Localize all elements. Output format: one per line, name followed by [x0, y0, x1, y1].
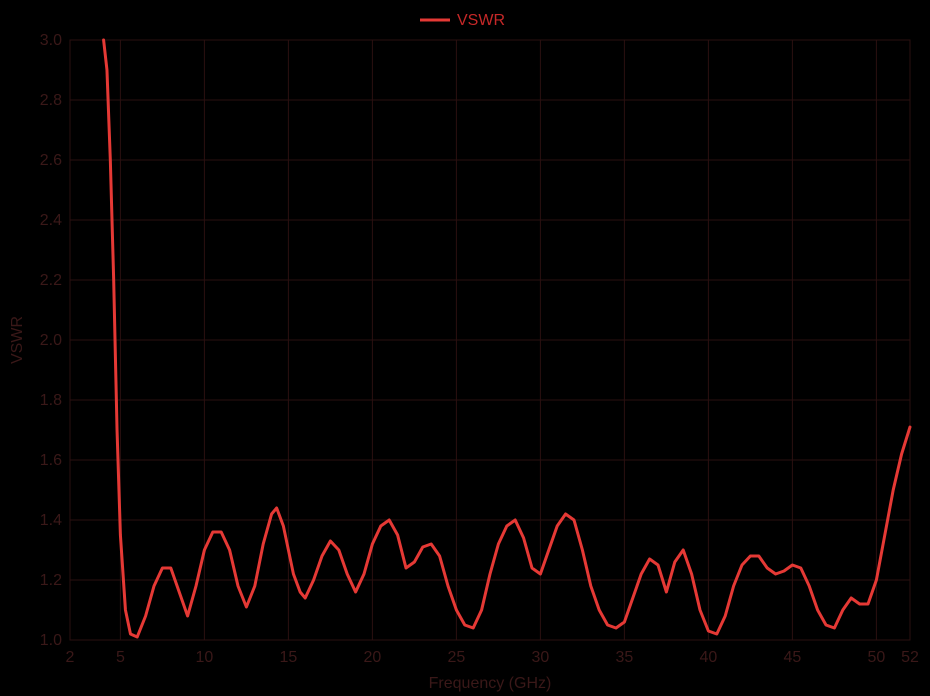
x-tick-label: 50 — [868, 649, 886, 666]
x-tick-label: 15 — [280, 649, 298, 666]
y-tick-label: 1.6 — [40, 452, 62, 469]
y-tick-label: 1.8 — [40, 392, 62, 409]
y-tick-label: 2.8 — [40, 92, 62, 109]
y-axis-title: VSWR — [9, 316, 26, 364]
y-tick-label: 1.4 — [40, 512, 62, 529]
x-tick-label: 40 — [700, 649, 718, 666]
y-tick-label: 2.2 — [40, 272, 62, 289]
x-tick-label: 45 — [784, 649, 802, 666]
x-tick-label: 20 — [364, 649, 382, 666]
y-tick-label: 3.0 — [40, 32, 62, 49]
y-tick-label: 1.2 — [40, 572, 62, 589]
x-tick-label: 10 — [196, 649, 214, 666]
x-tick-label: 5 — [116, 649, 125, 666]
x-tick-label: 2 — [66, 649, 75, 666]
y-tick-label: 2.6 — [40, 152, 62, 169]
y-tick-label: 1.0 — [40, 632, 62, 649]
legend-label: VSWR — [457, 12, 505, 29]
vswr-chart: 25101520253035404550521.01.21.41.61.82.0… — [0, 0, 930, 696]
y-tick-label: 2.0 — [40, 332, 62, 349]
x-tick-label: 35 — [616, 649, 634, 666]
x-tick-label: 25 — [448, 649, 466, 666]
chart-svg: 25101520253035404550521.01.21.41.61.82.0… — [0, 0, 930, 696]
x-tick-label: 30 — [532, 649, 550, 666]
y-tick-label: 2.4 — [40, 212, 62, 229]
x-tick-label: 52 — [901, 649, 919, 666]
x-axis-title: Frequency (GHz) — [429, 675, 552, 692]
